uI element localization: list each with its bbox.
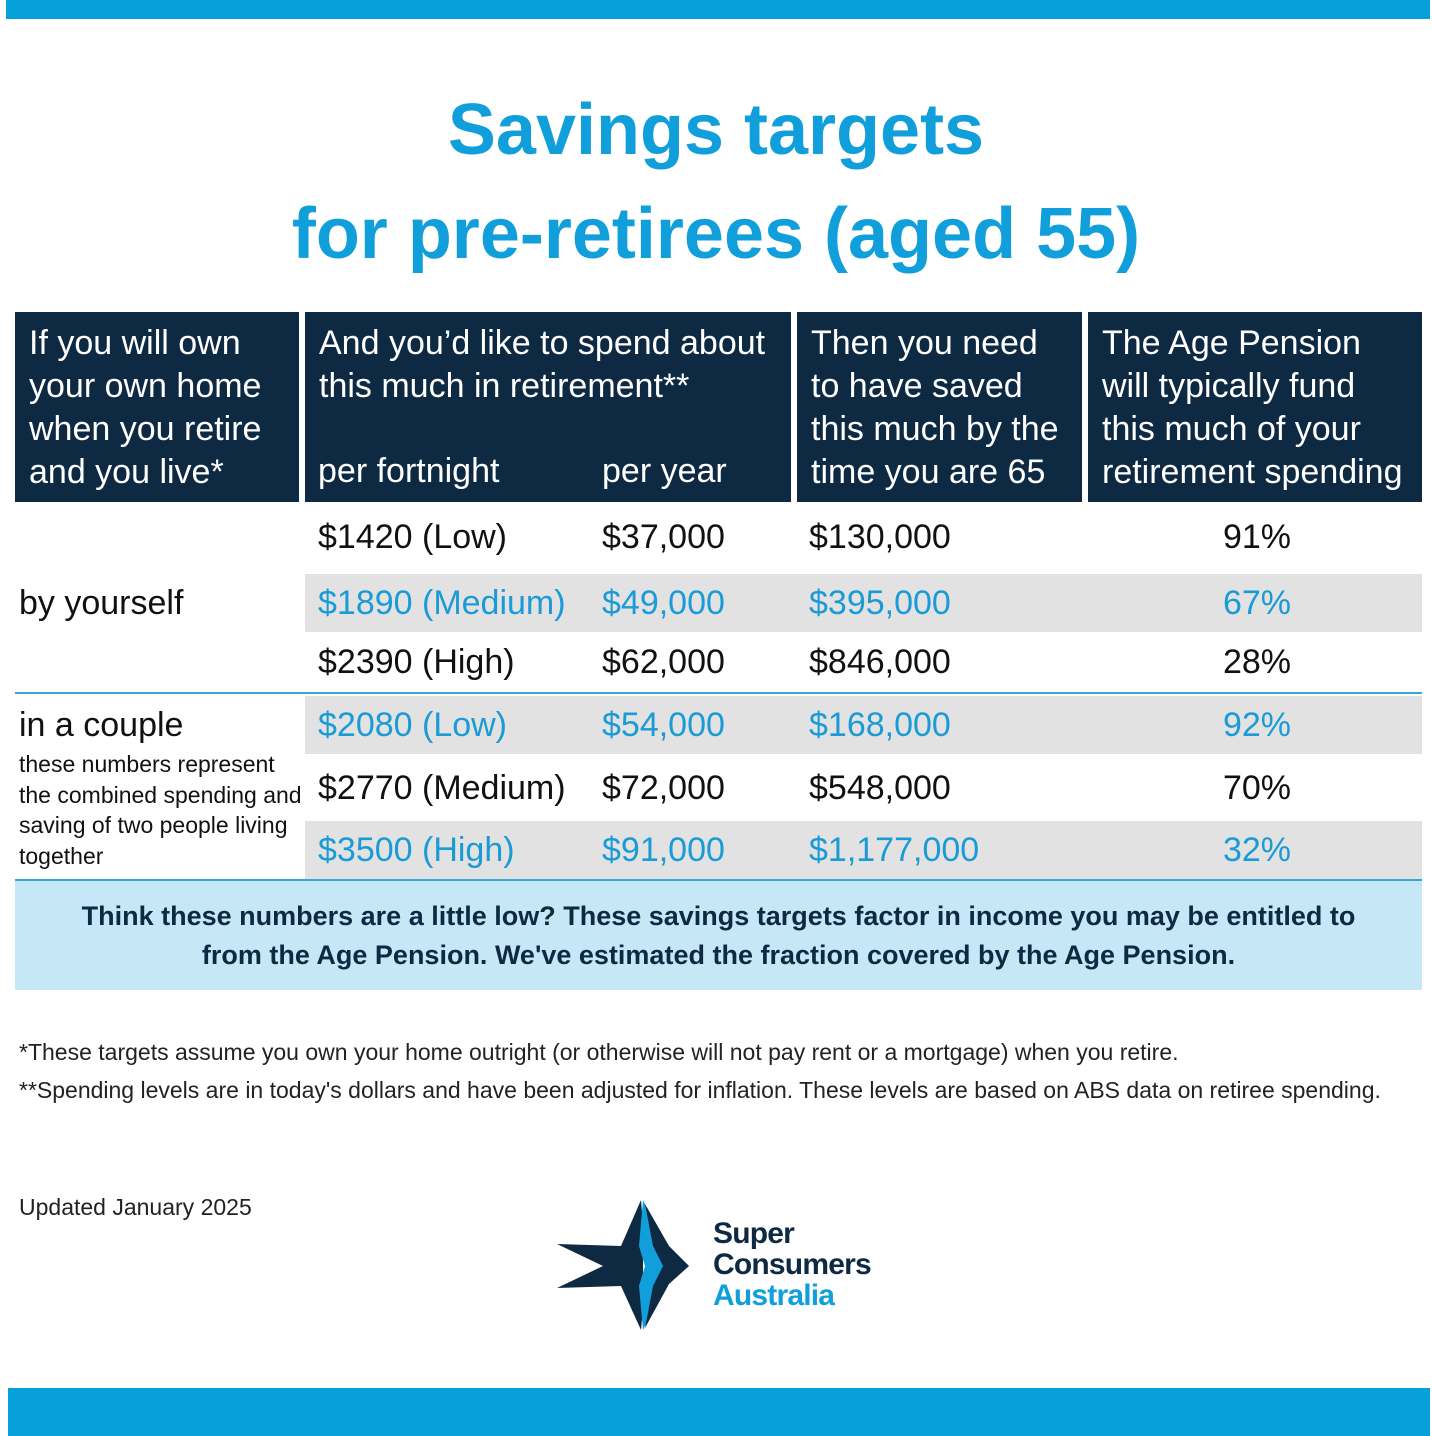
callout-line-2: from the Age Pension. We've estimated th… (201, 940, 1236, 970)
header-line: this much of your (1102, 410, 1361, 448)
row-shading (305, 821, 1422, 879)
table-cell-pension: 70% (1222, 769, 1292, 807)
logo-line-1: Super (713, 1217, 795, 1250)
callout-line-1: Think these numbers are a little low? Th… (81, 901, 1356, 931)
header-line: to have saved (811, 367, 1023, 405)
header-line: when you retire (29, 410, 262, 448)
header-line: will typically fund (1102, 367, 1356, 405)
header-line: this much in retirement** (319, 367, 690, 405)
header-line: time you are 65 (811, 453, 1046, 491)
updated-date: Updated January 2025 (19, 1194, 252, 1220)
table-cell-pension: 67% (1222, 584, 1292, 622)
table-cell-pension: 92% (1222, 706, 1292, 744)
header-line: If you will own (29, 324, 241, 362)
table-cell-saved: $1,177,000 (809, 831, 980, 869)
table-cell-fortnight: $3500 (High) (318, 831, 515, 869)
group-label-in-a-couple: in a couple (19, 706, 184, 744)
header-cell-savings-needed: Then you need to have saved this much by… (797, 312, 1082, 502)
table-cell-pension: 91% (1222, 518, 1292, 556)
group-note-couple: these numbers represent the combined spe… (19, 751, 302, 869)
subheader-per-year: per year (602, 452, 727, 490)
table-cell-fortnight: $2080 (Low) (318, 706, 508, 744)
table-cell-saved: $846,000 (809, 643, 951, 681)
table-cell-pension: 32% (1222, 831, 1292, 869)
star-logo-right-tip (645, 1204, 689, 1328)
footnote-spending-levels: **Spending levels are in today's dollars… (19, 1077, 1381, 1103)
row-shading (305, 574, 1422, 632)
page-title: Savings targets for pre-retirees (aged 5… (0, 78, 1432, 286)
table-cell-saved: $548,000 (809, 769, 951, 807)
table-cell-year: $49,000 (602, 584, 725, 622)
header-line: this much by the (811, 410, 1059, 448)
table-cell-fortnight: $2770 (Medium) (318, 769, 566, 807)
table-cell-saved: $168,000 (809, 706, 951, 744)
table-cell-year: $62,000 (602, 643, 725, 681)
header-line: retirement spending (1102, 453, 1403, 491)
table-cell-year: $37,000 (602, 518, 725, 556)
table-cell-pension: 28% (1222, 643, 1292, 681)
logo-line-2: Consumers (713, 1248, 872, 1281)
footnote-home-ownership: *These targets assume you own your home … (19, 1039, 1179, 1065)
pension-callout: Think these numbers are a little low? Th… (15, 881, 1422, 990)
bottom-accent-bar (8, 1388, 1430, 1436)
table-cell-fortnight: $1420 (Low) (318, 518, 508, 556)
header-line: your own home (29, 367, 262, 405)
header-line: And you’d like to spend about (319, 324, 766, 362)
table-cell-year: $91,000 (602, 831, 725, 869)
logo-line-3: Australia (713, 1279, 835, 1312)
top-accent-bar (6, 0, 1430, 19)
header-cell-living-arrangement: If you will own your own home when you r… (15, 312, 299, 502)
table-cell-year: $54,000 (602, 706, 725, 744)
header-cell-age-pension: The Age Pension will typically fund this… (1088, 312, 1422, 502)
table-bottom-rule (15, 879, 1422, 881)
title-line-2: for pre-retirees (aged 55) (291, 194, 1141, 274)
subheader-per-fortnight: per fortnight (318, 452, 500, 490)
group-divider (15, 692, 1422, 694)
star-logo-left-half (557, 1200, 643, 1330)
header-line: Then you need (811, 324, 1038, 362)
table-cell-year: $72,000 (602, 769, 725, 807)
row-shading (305, 696, 1422, 754)
title-line-1: Savings targets (447, 90, 985, 170)
table-cell-fortnight: $1890 (Medium) (318, 584, 566, 622)
table-cell-saved: $130,000 (809, 518, 951, 556)
table-cell-saved: $395,000 (809, 584, 951, 622)
table-cell-fortnight: $2390 (High) (318, 643, 515, 681)
header-line: and you live* (29, 453, 224, 491)
group-label-by-yourself: by yourself (19, 584, 184, 622)
star-logo-icon (557, 1200, 689, 1330)
header-cell-spending: And you’d like to spend about this much … (305, 312, 791, 502)
header-line: The Age Pension (1102, 324, 1361, 362)
logo-wordmark: Super Consumers Australia (713, 1217, 872, 1312)
